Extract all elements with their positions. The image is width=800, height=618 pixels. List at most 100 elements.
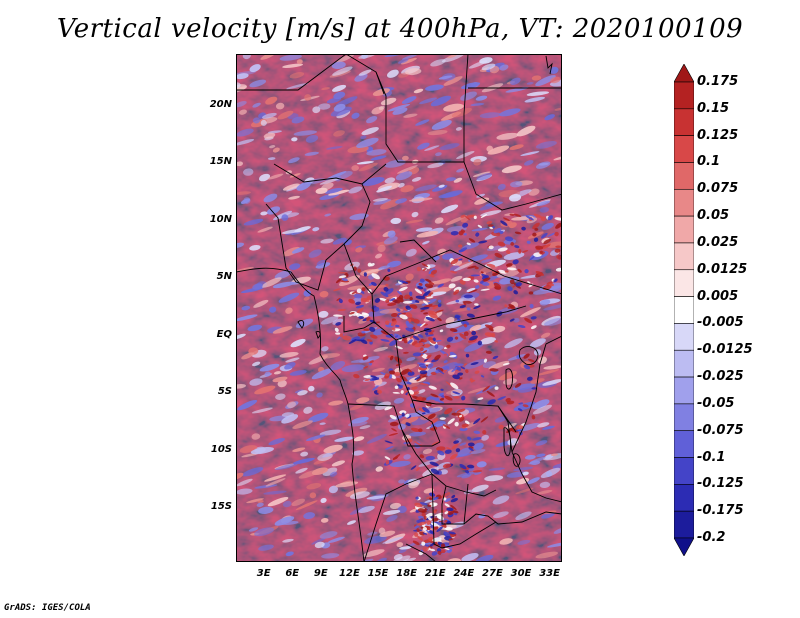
- colorbar-label: -0.125: [697, 476, 744, 492]
- velocity-cell: [463, 363, 467, 366]
- velocity-cell: [357, 268, 362, 273]
- velocity-cell: [424, 343, 431, 348]
- velocity-cell: [414, 532, 419, 537]
- velocity-cell: [480, 214, 488, 219]
- velocity-cell: [354, 73, 368, 82]
- velocity-cell: [506, 263, 513, 267]
- velocity-cell: [526, 91, 550, 96]
- velocity-cell: [470, 362, 479, 366]
- velocity-cell: [415, 184, 437, 192]
- velocity-cell: [403, 454, 411, 460]
- velocity-cell: [269, 145, 276, 149]
- velocity-cell: [388, 432, 399, 436]
- velocity-cell: [396, 308, 401, 312]
- longitude-label: 15E: [367, 568, 389, 579]
- velocity-cell: [367, 339, 373, 342]
- colorbar-label: 0.05: [697, 208, 730, 224]
- longitude-label: 33E: [539, 568, 560, 579]
- velocity-cell: [468, 238, 476, 243]
- velocity-cell: [420, 306, 430, 310]
- velocity-cell: [364, 378, 371, 382]
- velocity-cell: [290, 338, 306, 348]
- velocity-cell: [258, 506, 274, 514]
- velocity-cell: [304, 94, 312, 101]
- velocity-cell: [486, 245, 507, 251]
- velocity-cell: [481, 281, 490, 286]
- velocity-cell: [356, 308, 364, 313]
- velocity-cell: [422, 290, 431, 298]
- velocity-cell: [315, 187, 328, 194]
- velocity-cell: [403, 294, 411, 300]
- velocity-cell: [383, 236, 398, 245]
- velocity-cell: [419, 370, 428, 375]
- velocity-cell: [515, 282, 522, 287]
- velocity-cell: [410, 427, 421, 432]
- velocity-cell: [472, 171, 491, 177]
- velocity-cell: [360, 135, 367, 140]
- velocity-cell: [544, 454, 554, 460]
- velocity-cell: [277, 380, 287, 388]
- velocity-cell: [356, 137, 379, 148]
- velocity-cell: [446, 447, 452, 451]
- velocity-cell: [450, 259, 459, 265]
- velocity-cell: [382, 509, 401, 515]
- latitude-label: EQ: [216, 328, 232, 340]
- velocity-cell: [512, 284, 516, 288]
- velocity-cell: [470, 449, 486, 455]
- velocity-cell: [430, 393, 439, 398]
- velocity-cell: [401, 416, 419, 424]
- velocity-cell: [479, 57, 493, 64]
- velocity-cell: [462, 277, 471, 282]
- velocity-cell: [492, 325, 506, 333]
- velocity-cell: [433, 278, 452, 285]
- velocity-cell: [420, 322, 426, 328]
- velocity-cell: [423, 312, 429, 315]
- velocity-cell: [428, 517, 432, 521]
- velocity-cell: [540, 216, 546, 222]
- velocity-cell: [503, 378, 517, 385]
- velocity-cell: [432, 537, 442, 542]
- velocity-cell: [407, 318, 412, 323]
- velocity-cell: [390, 313, 398, 318]
- velocity-cell: [405, 68, 422, 76]
- velocity-cell: [372, 367, 385, 372]
- velocity-cell: [395, 171, 413, 181]
- velocity-cell: [497, 396, 506, 401]
- velocity-cell: [249, 378, 263, 386]
- velocity-cell: [513, 290, 518, 295]
- velocity-cell: [435, 369, 439, 374]
- velocity-cell: [481, 434, 490, 441]
- velocity-cell: [444, 503, 450, 508]
- velocity-cell: [467, 436, 472, 441]
- velocity-cell: [470, 103, 485, 106]
- velocity-cell: [320, 497, 327, 503]
- velocity-cell: [542, 425, 555, 430]
- velocity-cell: [335, 322, 342, 326]
- velocity-cell: [385, 446, 394, 450]
- velocity-cell: [331, 61, 346, 70]
- velocity-cell: [294, 389, 304, 394]
- velocity-cell: [332, 318, 344, 325]
- velocity-cell: [285, 551, 294, 557]
- velocity-cell: [453, 261, 474, 272]
- velocity-cell: [411, 386, 418, 390]
- velocity-cell: [468, 335, 478, 341]
- velocity-cell: [405, 312, 413, 318]
- velocity-field: [236, 54, 562, 562]
- velocity-cell: [397, 58, 409, 64]
- velocity-cell: [319, 290, 329, 298]
- velocity-cell: [236, 73, 249, 80]
- velocity-cell: [306, 483, 322, 490]
- velocity-cell: [400, 185, 414, 193]
- velocity-cell: [296, 59, 303, 65]
- velocity-cell: [522, 404, 529, 408]
- velocity-cell: [424, 286, 440, 292]
- velocity-cell: [315, 262, 331, 269]
- velocity-cell: [484, 475, 504, 482]
- velocity-cell: [281, 412, 295, 417]
- velocity-cell: [477, 224, 482, 228]
- velocity-cell: [424, 512, 433, 520]
- velocity-cell: [296, 181, 311, 191]
- velocity-cell: [431, 551, 438, 556]
- velocity-cell: [513, 317, 520, 323]
